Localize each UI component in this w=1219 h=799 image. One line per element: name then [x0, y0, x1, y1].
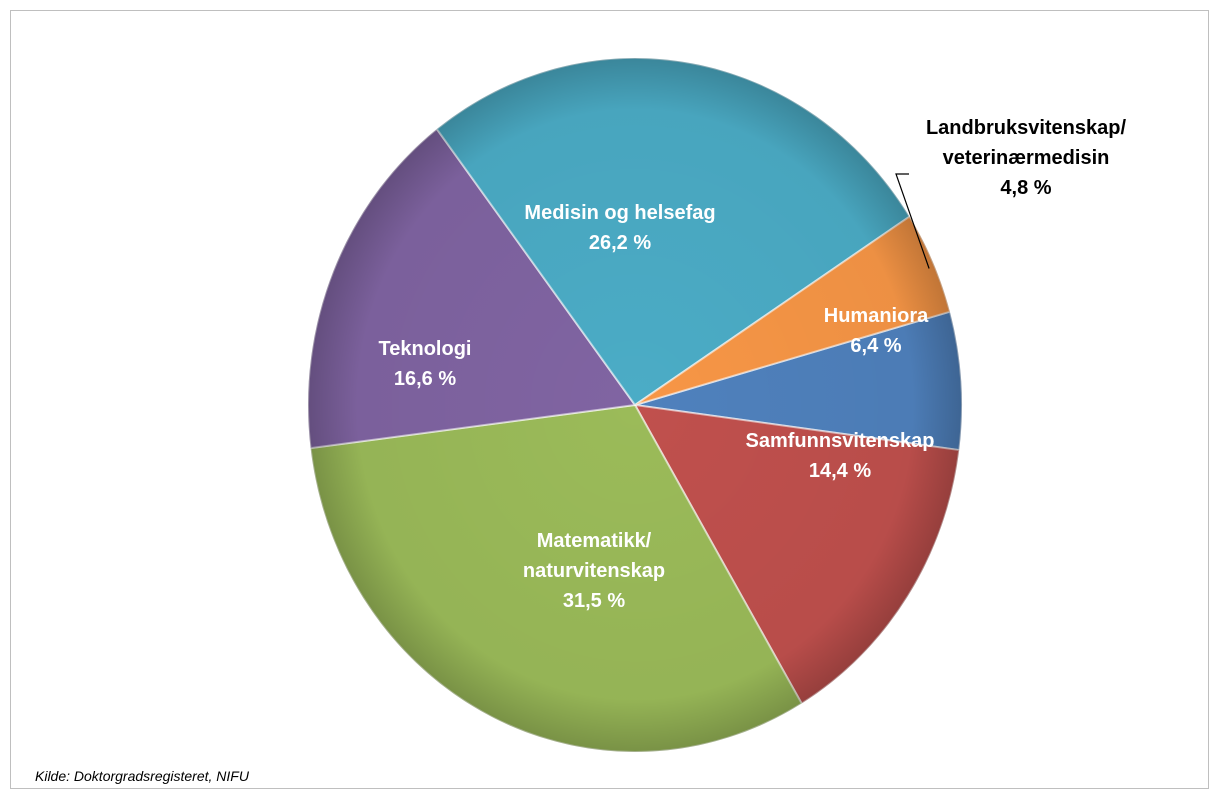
slice-label: Medisin og helsefag 26,2 %	[524, 202, 715, 254]
slice-label: Matematikk/naturvitenskap 31,5 %	[523, 530, 665, 612]
slice-label: Humaniora 6,4 %	[824, 305, 929, 357]
slice-label-line: 31,5 %	[563, 590, 625, 612]
slice-label-line: 4,8 %	[1000, 177, 1051, 199]
slice-label-line: 26,2 %	[589, 232, 651, 254]
slice-label: Samfunnsvitenskap 14,4 %	[746, 430, 935, 482]
slice-label-line: naturvitenskap	[523, 560, 665, 582]
slice-label-line: Humaniora	[824, 305, 929, 327]
slice-label-line: Medisin og helsefag	[524, 202, 715, 224]
slice-label: Teknologi 16,6 %	[379, 338, 472, 390]
slice-label-line: Teknologi	[379, 338, 472, 360]
source-note: Kilde: Doktorgradsregisteret, NIFU	[35, 768, 249, 784]
slice-label-line: 6,4 %	[850, 335, 901, 357]
slice-label-line: Samfunnsvitenskap	[746, 430, 935, 452]
slice-label: Landbruksvitenskap/veterinærmedisin 4,8 %	[926, 117, 1127, 199]
leader-line	[895, 173, 930, 269]
slice-label-line: Landbruksvitenskap/	[926, 117, 1127, 139]
slice-label-line: Matematikk/	[537, 530, 652, 552]
slice-label-line: 16,6 %	[394, 368, 456, 390]
slice-label-line: 14,4 %	[809, 460, 871, 482]
slice-label-line: veterinærmedisin	[943, 147, 1110, 169]
